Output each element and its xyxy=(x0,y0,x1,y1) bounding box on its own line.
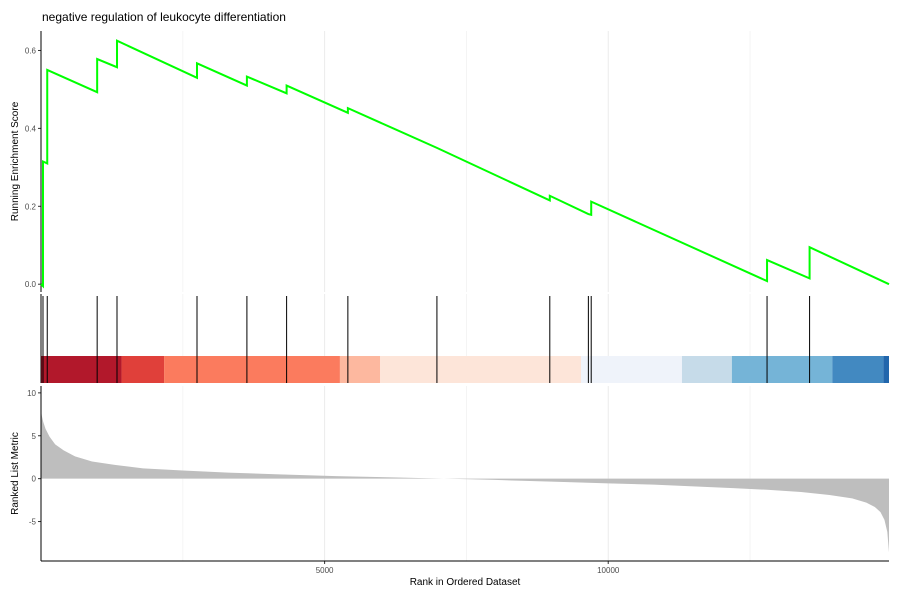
enrichment-y-ticks: 0.0 0.2 0.4 0.6 xyxy=(25,46,41,289)
rank-color-band xyxy=(41,356,122,383)
enrichment-y-tick-label: 0.0 xyxy=(25,280,37,289)
rank-color-band xyxy=(164,356,340,383)
metric-y-tick-label: 0 xyxy=(32,475,37,484)
rank-color-band xyxy=(681,356,732,383)
gene-hits-panel xyxy=(40,294,889,383)
enrichment-score-panel: 0.0 0.2 0.4 0.6 Running Enrichment Score xyxy=(10,31,890,292)
chart-title: negative regulation of leukocyte differe… xyxy=(42,10,286,24)
rank-color-band xyxy=(731,356,833,383)
ranked-metric-area xyxy=(41,410,889,553)
metric-y-tick-label: 10 xyxy=(27,389,36,398)
enrichment-y-tick-label: 0.2 xyxy=(25,202,37,211)
rank-color-band xyxy=(380,356,581,383)
metric-grid xyxy=(182,386,751,561)
enrichment-y-tick-label: 0.6 xyxy=(25,46,37,55)
enrichment-y-axis-label: Running Enrichment Score xyxy=(10,101,21,221)
gene-hit-marks xyxy=(42,296,811,383)
metric-x-ticks: 5000 10000 xyxy=(316,561,620,575)
x-tick-label: 10000 xyxy=(597,566,620,575)
metric-y-tick-label: -5 xyxy=(29,518,37,527)
rank-color-band xyxy=(339,356,381,383)
rank-color-bar xyxy=(41,356,889,383)
metric-y-axis-label: Ranked List Metric xyxy=(10,432,21,515)
x-axis-label: Rank in Ordered Dataset xyxy=(410,577,521,588)
ranked-metric-panel: -5 0 5 10 5000 10000 Ranked List Metric Rank… xyxy=(10,386,889,588)
rank-color-band xyxy=(580,356,682,383)
enrichment-y-tick-label: 0.4 xyxy=(25,124,37,133)
rank-color-band xyxy=(832,356,884,383)
x-tick-label: 5000 xyxy=(316,566,334,575)
rank-color-band xyxy=(883,356,889,383)
metric-y-tick-label: 5 xyxy=(32,432,37,441)
rank-color-band xyxy=(121,356,165,383)
running-enrichment-score-line xyxy=(40,39,890,289)
metric-y-ticks: -5 0 5 10 xyxy=(27,389,41,527)
